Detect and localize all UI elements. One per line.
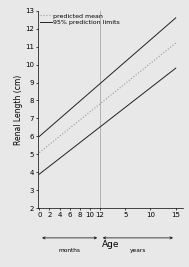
X-axis label: Age: Age bbox=[102, 240, 119, 249]
Text: years: years bbox=[130, 248, 146, 253]
Text: months: months bbox=[59, 248, 81, 253]
Y-axis label: Renal Length (cm): Renal Length (cm) bbox=[14, 74, 22, 145]
Legend: predicted mean, 95% prediction limits: predicted mean, 95% prediction limits bbox=[40, 13, 121, 25]
